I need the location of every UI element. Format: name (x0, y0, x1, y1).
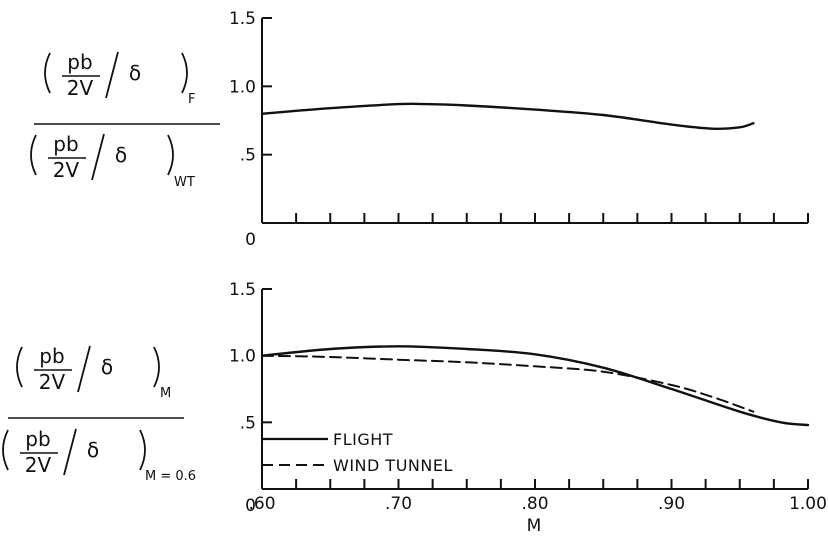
top-den-delta: δ (115, 143, 127, 167)
x-tick-label: .70 (385, 494, 412, 514)
bottom-ylabel: pb 2V δ M pb 2V δ M = 0.6 (2, 344, 196, 484)
bot-num-slash (77, 345, 91, 393)
bot-den-sub: M = 0.6 (145, 469, 196, 484)
legend-wind-tunnel-label: WIND TUNNEL (333, 456, 453, 475)
top-y-tick-label: .5 (240, 146, 256, 166)
top-den-pb: pb (53, 132, 78, 156)
x-tick-label: .60 (248, 494, 275, 514)
x-tick-label: .80 (521, 494, 548, 514)
top-y-tick-label: 1.0 (229, 77, 256, 97)
legend-flight-label: FLIGHT (333, 430, 393, 449)
bot-num-pb: pb (39, 344, 64, 368)
top-den-right-paren (167, 134, 174, 176)
bottom-series-flight (260, 345, 810, 427)
bot-den-slash (63, 428, 77, 476)
bot-num-delta: δ (101, 355, 113, 379)
bottom-y-tick-label: 1.0 (229, 347, 256, 367)
top-num-2v: 2V (67, 76, 94, 100)
bot-den-pb: pb (25, 427, 50, 451)
top-ylabel: pb 2V δ F pb 2V δ WT (30, 50, 220, 190)
bottom-axes (261, 289, 809, 490)
bottom-x-ticks: .60 .70 .80 .90 1.00 (248, 494, 826, 514)
bottom-y-tick-label: 1.5 (229, 280, 256, 300)
top-series (260, 102, 755, 131)
top-y-ticks: 0 .5 1.0 1.5 (229, 9, 272, 250)
top-chart: 0 .5 1.0 1.5 pb 2V δ F pb 2V δ WT (30, 9, 809, 250)
top-num-sub: F (188, 92, 195, 107)
bottom-y-tick-label: 0 (245, 496, 256, 516)
bottom-chart: 0 .5 1.0 1.5 .60 .70 .80 .90 1.00 pb 2V δ M pb … (2, 280, 827, 536)
top-series-line-0 (260, 102, 755, 131)
bot-num-left-paren (16, 346, 23, 388)
bot-num-right-paren (153, 346, 160, 388)
top-den-2v: 2V (53, 158, 80, 182)
top-y-tick-label: 1.5 (229, 9, 256, 29)
top-den-slash (91, 133, 105, 181)
bot-den-right-paren (139, 429, 146, 471)
top-den-sub: WT (174, 175, 195, 190)
bot-den-2v: 2V (25, 453, 52, 477)
x-tick-label: 1.00 (789, 494, 827, 514)
x-axis-label: M (527, 516, 542, 536)
top-num-pb: pb (67, 50, 92, 74)
bot-num-2v: 2V (39, 370, 66, 394)
top-den-left-paren (30, 134, 37, 176)
bottom-series (260, 345, 810, 427)
x-tick-label: .90 (658, 494, 685, 514)
bot-den-delta: δ (87, 438, 99, 462)
legend: FLIGHT WIND TUNNEL (262, 430, 453, 475)
bottom-y-ticks: 0 .5 1.0 1.5 (229, 280, 272, 516)
top-y-tick-label: 0 (245, 230, 256, 250)
top-num-delta: δ (129, 61, 141, 85)
bot-den-left-paren (2, 429, 9, 471)
top-num-left-paren (44, 52, 51, 94)
top-num-right-paren (181, 52, 188, 94)
top-axes (261, 18, 809, 224)
bot-num-sub: M (160, 386, 171, 401)
top-num-slash (105, 51, 119, 99)
bottom-series-wind-tunnel (261, 354, 755, 413)
bottom-y-tick-label: .5 (240, 413, 256, 433)
